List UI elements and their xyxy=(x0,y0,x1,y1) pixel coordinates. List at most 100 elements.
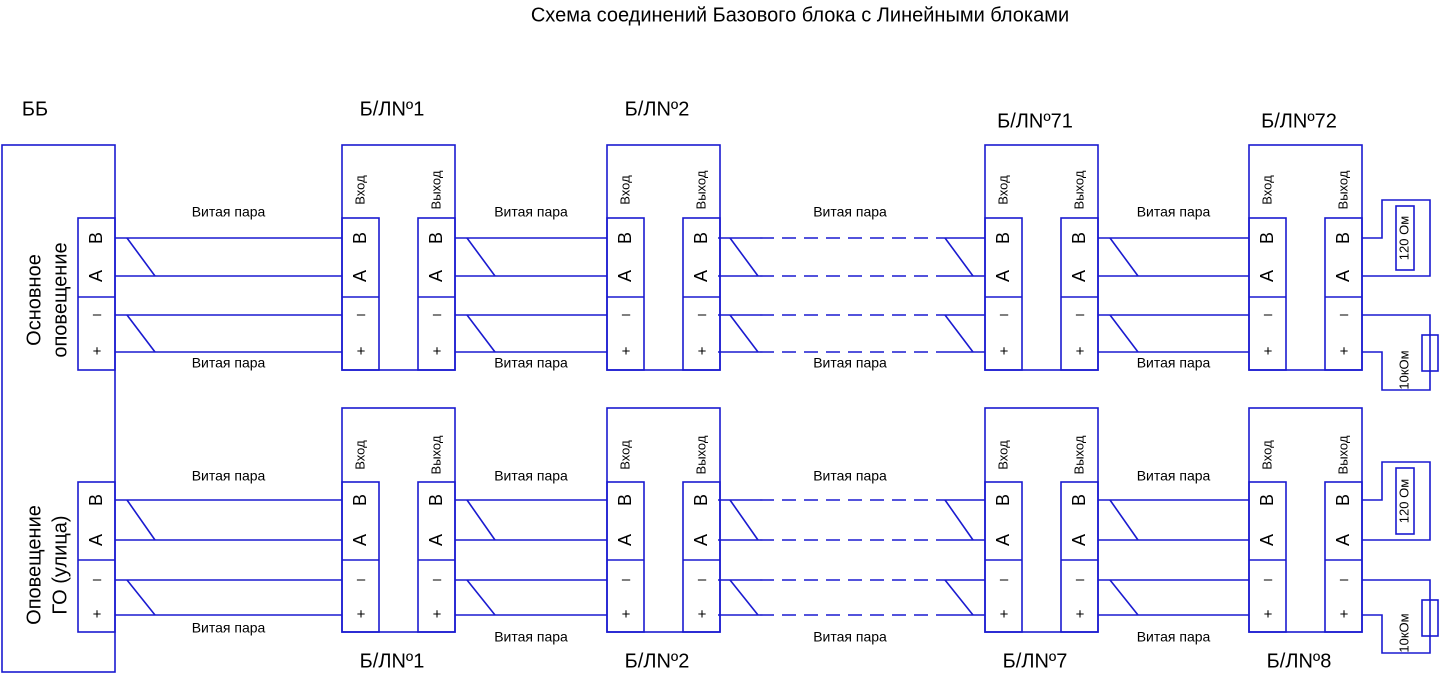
terminal-label: B xyxy=(86,232,106,244)
terminal-label: + xyxy=(622,606,631,623)
terminal-label: + xyxy=(1264,343,1273,360)
terminal-module xyxy=(1324,217,1363,371)
twist-mark xyxy=(466,499,496,541)
resistor-label: 120 Ом xyxy=(1396,216,1411,260)
terminator-wire xyxy=(1362,461,1431,541)
twist-mark xyxy=(1109,314,1139,353)
twist-mark xyxy=(729,314,759,353)
terminal-label: + xyxy=(698,606,707,623)
title: Схема соединений Базового блока с Линейн… xyxy=(531,4,1069,26)
terminal-label: + xyxy=(1076,606,1085,623)
terminal-module xyxy=(77,217,116,371)
terminal-module xyxy=(984,217,1023,371)
terminal-label: – xyxy=(433,306,442,323)
twist-mark xyxy=(944,579,974,616)
cable-label: Витая пара xyxy=(813,468,887,484)
terminal-label: B xyxy=(1257,232,1277,244)
terminal-label: A xyxy=(1069,534,1089,546)
block-label: Б/ЛNº1 xyxy=(360,98,425,120)
terminal-label: – xyxy=(1340,306,1349,323)
terminal-label: B xyxy=(426,232,446,244)
terminal-label: B xyxy=(86,494,106,506)
terminal-module xyxy=(1324,481,1363,633)
terminal-label: A xyxy=(993,534,1013,546)
resistor xyxy=(1395,205,1415,271)
cable-label: Витая пара xyxy=(1137,629,1211,645)
port-label: Вход xyxy=(995,175,1010,205)
terminal-label: A xyxy=(1257,534,1277,546)
terminal-label: A xyxy=(615,534,635,546)
terminal-label: B xyxy=(615,494,635,506)
cable-label: Витая пара xyxy=(494,629,568,645)
terminal-label: – xyxy=(357,571,366,588)
twist-mark xyxy=(466,314,496,353)
twist-mark xyxy=(729,579,759,616)
twist-mark xyxy=(944,314,974,353)
twist-mark xyxy=(729,499,759,541)
cable-label: Витая пара xyxy=(1137,204,1211,220)
port-label: Вход xyxy=(617,175,632,205)
terminal-label: – xyxy=(698,306,707,323)
terminator-wire xyxy=(1362,579,1431,654)
terminal-label: – xyxy=(357,306,366,323)
terminal-module xyxy=(984,481,1023,633)
terminal-module xyxy=(1248,217,1287,371)
twist-mark xyxy=(944,499,974,541)
twist-mark xyxy=(1109,237,1139,277)
port-label: Выход xyxy=(1335,435,1350,474)
terminal-label: + xyxy=(93,606,102,623)
terminal-label: B xyxy=(1069,494,1089,506)
twist-mark xyxy=(466,237,496,277)
block-label: Б/ЛNº2 xyxy=(625,98,690,120)
terminal-label: + xyxy=(357,343,366,360)
terminator-wire xyxy=(1362,199,1431,277)
block-label: Б/ЛNº72 xyxy=(1261,110,1337,132)
twist-mark xyxy=(944,237,974,277)
port-label: Вход xyxy=(995,440,1010,470)
cable-label: Витая пара xyxy=(1137,468,1211,484)
cable-label: Витая пара xyxy=(494,204,568,220)
terminal-module xyxy=(77,481,116,633)
terminal-label: A xyxy=(1257,270,1277,282)
terminal-label: B xyxy=(1069,232,1089,244)
terminal-label: B xyxy=(691,494,711,506)
port-label: Выход xyxy=(1071,435,1086,474)
twist-mark xyxy=(729,237,759,277)
port-label: Выход xyxy=(428,170,443,209)
terminal-label: B xyxy=(426,494,446,506)
port-label: Выход xyxy=(693,170,708,209)
terminal-label: – xyxy=(1000,306,1009,323)
cable-label: Витая пара xyxy=(192,204,266,220)
terminal-module xyxy=(682,217,721,371)
twist-mark xyxy=(1109,579,1139,616)
cable-label: Витая пара xyxy=(192,468,266,484)
terminator-wire xyxy=(1362,314,1431,391)
base-block xyxy=(1,144,116,673)
block-label: Б/ЛNº2 xyxy=(625,650,690,672)
terminal-label: – xyxy=(1076,571,1085,588)
terminal-module xyxy=(417,481,456,633)
cable-label: Витая пара xyxy=(813,204,887,220)
terminal-label: – xyxy=(1264,571,1273,588)
terminal-label: – xyxy=(1076,306,1085,323)
section-label: Основное xyxy=(23,254,45,346)
resistor xyxy=(1395,467,1415,535)
terminal-label: – xyxy=(1000,571,1009,588)
twist-mark xyxy=(126,237,156,277)
port-label: Вход xyxy=(617,440,632,470)
port-label: Вход xyxy=(1259,175,1274,205)
terminal-label: A xyxy=(426,270,446,282)
terminal-label: – xyxy=(93,571,102,588)
terminal-label: B xyxy=(691,232,711,244)
terminal-label: B xyxy=(1333,494,1353,506)
port-label: Выход xyxy=(428,435,443,474)
port-label: Выход xyxy=(693,435,708,474)
terminal-label: + xyxy=(93,343,102,360)
terminal-label: A xyxy=(1333,270,1353,282)
port-label: Вход xyxy=(352,440,367,470)
section-label: ГО (улица) xyxy=(49,515,71,614)
terminal-label: A xyxy=(691,270,711,282)
terminal-label: – xyxy=(1264,306,1273,323)
terminal-label: B xyxy=(993,232,1013,244)
